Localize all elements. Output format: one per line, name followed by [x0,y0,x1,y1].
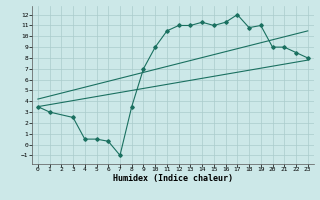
X-axis label: Humidex (Indice chaleur): Humidex (Indice chaleur) [113,174,233,183]
